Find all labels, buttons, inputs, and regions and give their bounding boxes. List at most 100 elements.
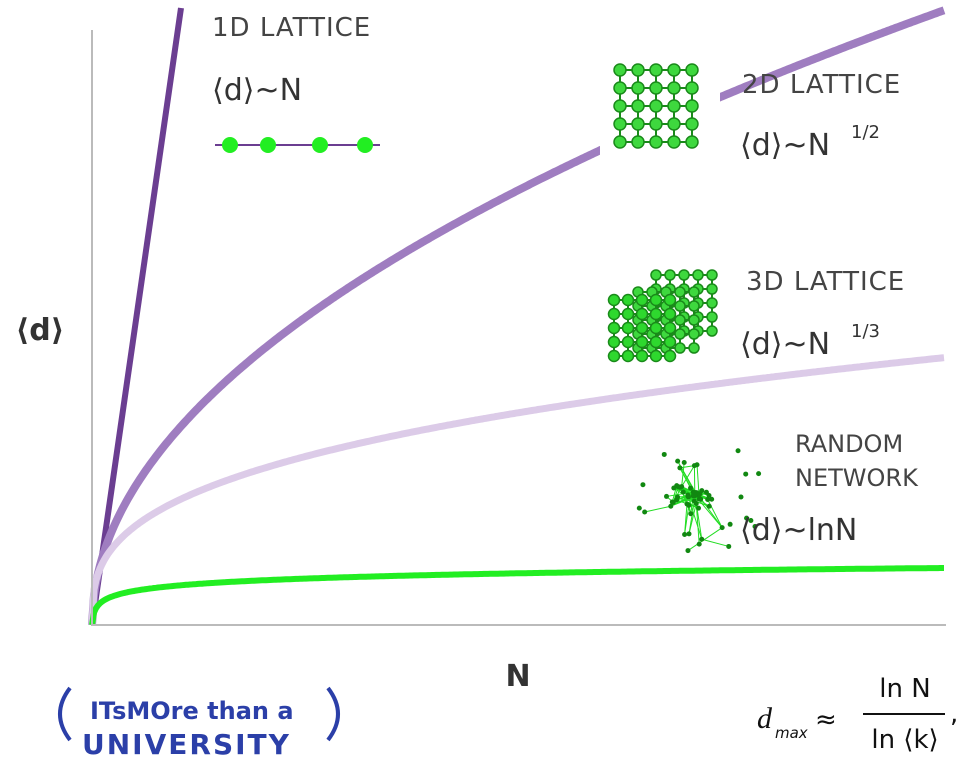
icon-edge xyxy=(702,539,729,546)
icon-node xyxy=(691,493,696,498)
icon-node xyxy=(651,309,662,320)
icon-node xyxy=(693,270,703,280)
icon-node xyxy=(689,301,699,311)
icon-node xyxy=(697,542,702,547)
eq-sub: max xyxy=(775,724,808,742)
icon-node xyxy=(686,118,698,130)
icon-node xyxy=(675,301,685,311)
lattice-3d-exponent: 1/3 xyxy=(851,321,880,342)
lattice-1d-title: 1D LATTICE xyxy=(212,13,371,43)
random-title: NETWORK xyxy=(795,464,919,492)
icon-node xyxy=(609,323,620,334)
icon-node xyxy=(260,137,276,153)
icon-node xyxy=(312,137,328,153)
icon-node xyxy=(650,100,662,112)
slide: ⟨d⟩ N 1D LATTICE ⟨d⟩~N 2D LATTICE ⟨d⟩~N … xyxy=(0,0,973,759)
random-formula: ⟨d⟩~lnN xyxy=(740,513,857,548)
icon-node xyxy=(637,323,648,334)
icon-node xyxy=(668,118,680,130)
icon-node xyxy=(689,343,699,353)
icon-node xyxy=(692,463,697,468)
icon-node xyxy=(651,323,662,334)
icon-node xyxy=(694,501,699,506)
icon-node xyxy=(665,323,676,334)
icon-node xyxy=(650,82,662,94)
icon-node xyxy=(609,309,620,320)
logo-bracket xyxy=(328,688,338,740)
icon-node xyxy=(623,337,634,348)
icon-edge xyxy=(645,506,671,512)
y-axis-label: ⟨d⟩ xyxy=(16,313,65,348)
icon-node xyxy=(668,82,680,94)
icon-node xyxy=(675,287,685,297)
icon-node xyxy=(632,82,644,94)
icon-node xyxy=(651,337,662,348)
icon-node xyxy=(707,326,717,336)
icon-node xyxy=(738,495,743,500)
icon-node xyxy=(623,295,634,306)
icon-node xyxy=(664,494,669,499)
icon-node xyxy=(665,309,676,320)
icon-edge xyxy=(688,528,722,551)
lattice-3d-title: 3D LATTICE xyxy=(746,267,905,297)
icon-node xyxy=(665,337,676,348)
logo-line2: UNIVERSITY xyxy=(82,728,291,759)
icon-node xyxy=(686,136,698,148)
icon-node xyxy=(614,82,626,94)
icon-node xyxy=(637,309,648,320)
icon-node xyxy=(675,459,680,464)
lattice-3d-formula: ⟨d⟩~N xyxy=(740,327,830,362)
icon-node xyxy=(736,448,741,453)
icon-node xyxy=(686,82,698,94)
icon-node xyxy=(651,270,661,280)
icon-node xyxy=(686,503,691,508)
lattice-2d-title: 2D LATTICE xyxy=(742,70,901,100)
icon-node xyxy=(650,64,662,76)
icon-node xyxy=(726,544,731,549)
icon-node xyxy=(699,488,704,493)
icon-node xyxy=(609,351,620,362)
eq-lhs: d xyxy=(757,702,773,735)
icon-node xyxy=(720,525,725,530)
icon-node xyxy=(222,137,238,153)
icon-node xyxy=(651,351,662,362)
curve xyxy=(92,568,944,625)
icon-node xyxy=(675,329,685,339)
icon-node xyxy=(679,270,689,280)
icon-node xyxy=(637,295,648,306)
icon-node xyxy=(685,548,690,553)
icon-node xyxy=(640,482,645,487)
icon-node xyxy=(665,351,676,362)
icon-node xyxy=(651,295,662,306)
icon-node xyxy=(632,118,644,130)
icon-node xyxy=(677,465,682,470)
icon-node xyxy=(728,522,733,527)
icon-node xyxy=(707,270,717,280)
icon-node xyxy=(609,337,620,348)
icon-node xyxy=(688,486,693,491)
eq-denominator: ln ⟨k⟩ xyxy=(871,725,938,755)
lattice-2d-exponent: 1/2 xyxy=(851,122,880,143)
icon-node xyxy=(689,287,699,297)
icon-node xyxy=(642,509,647,514)
icon-node xyxy=(681,490,686,495)
icon-node xyxy=(632,100,644,112)
icon-node xyxy=(675,495,680,500)
random-title: RANDOM xyxy=(795,430,903,458)
icon-node xyxy=(614,136,626,148)
eq-approx: ≈ xyxy=(815,705,837,735)
icon-node xyxy=(675,343,685,353)
icon-node xyxy=(623,351,634,362)
icon-node xyxy=(707,312,717,322)
icon-node xyxy=(623,323,634,334)
eq-comma: , xyxy=(950,699,958,729)
icon-node xyxy=(637,351,648,362)
icon-node xyxy=(689,329,699,339)
icon-node xyxy=(637,506,642,511)
icon-node xyxy=(682,460,687,465)
icon-node xyxy=(614,118,626,130)
icon-node xyxy=(675,315,685,325)
icon-node xyxy=(668,64,680,76)
icon-node xyxy=(707,504,712,509)
icon-node xyxy=(707,284,717,294)
